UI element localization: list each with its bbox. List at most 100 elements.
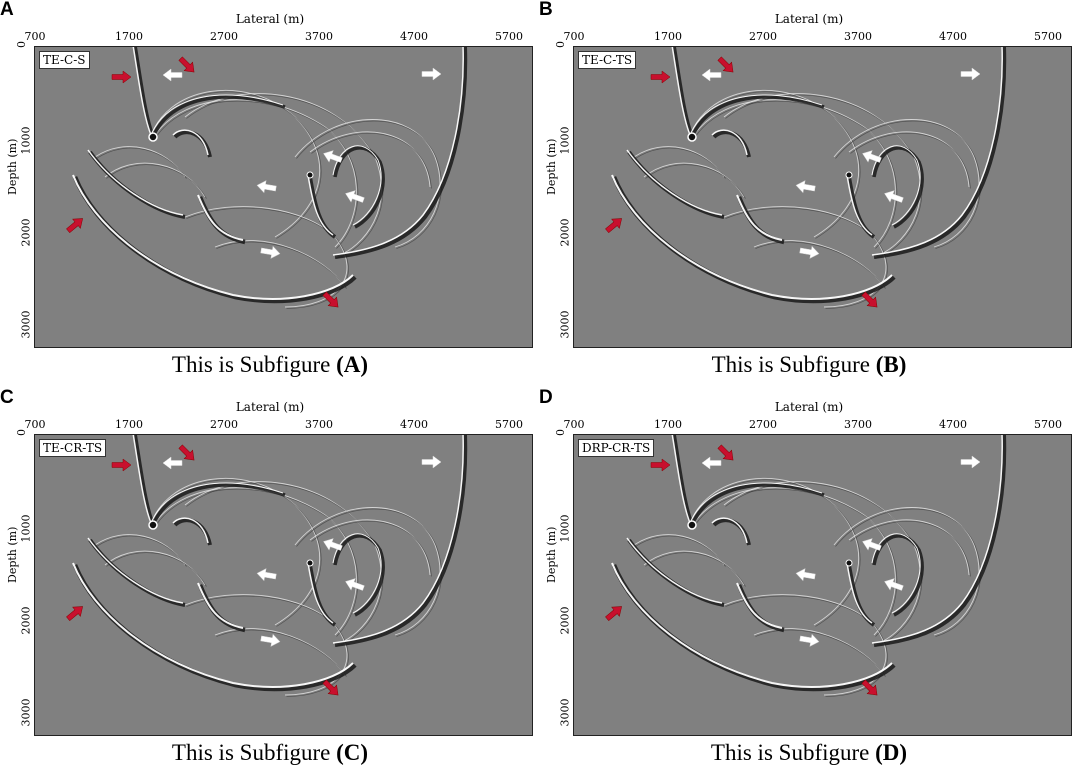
- annotation-arrow-icon: [256, 568, 277, 582]
- panel-b: B Lateral (m) 700 1700 2700 3700 4700 57…: [539, 0, 1079, 388]
- panel-letter: B: [539, 0, 553, 20]
- y-tick: 3000: [19, 310, 33, 339]
- annotation-arrow-icon: [162, 68, 183, 82]
- subfigure-caption: This is Subfigure (B): [711, 352, 907, 377]
- annotation-arrow-icon: [884, 190, 904, 203]
- annotation-arrow-icon: [421, 67, 442, 81]
- panel-letter: C: [0, 387, 14, 408]
- y-tick: 0: [15, 41, 28, 48]
- annotation-arrow-icon: [260, 245, 281, 259]
- x-axis-title: Lateral (m): [235, 12, 305, 26]
- y-tick: 2000: [558, 218, 572, 247]
- x-tick: 2700: [749, 30, 777, 43]
- annotation-arrow-icon: [162, 456, 183, 470]
- x-tick: 2700: [210, 418, 238, 431]
- y-tick: 1000: [19, 126, 33, 155]
- annotation-arrow-icon: [345, 578, 365, 591]
- y-tick: 1000: [558, 126, 572, 155]
- x-tick: 3700: [305, 418, 333, 431]
- annotation-arrow-icon: [884, 578, 904, 591]
- annotation-arrow-icon: [322, 679, 339, 696]
- annotation-arrow-icon: [861, 291, 878, 308]
- x-tick: 700: [24, 30, 46, 43]
- annotation-arrow-icon: [960, 455, 981, 469]
- annotation-arrow-icon: [605, 606, 622, 622]
- annotation-arrow-icon: [799, 633, 820, 647]
- annotation-arrow-icon: [650, 70, 671, 84]
- y-axis-title: Depth (m): [545, 138, 558, 195]
- x-tick: 3700: [844, 418, 872, 431]
- annotation-arrow-icon: [650, 458, 671, 472]
- y-tick: 2000: [19, 606, 33, 635]
- y-axis-title: Depth (m): [6, 138, 19, 195]
- annotation-arrow-icon: [701, 456, 722, 470]
- seismic-image: TE-C-TS: [573, 46, 1072, 348]
- x-tick: 1700: [115, 418, 143, 431]
- x-tick: 3700: [305, 30, 333, 43]
- annotation-arrow-icon: [960, 67, 981, 81]
- x-tick: 5700: [495, 30, 523, 43]
- annotation-arrow-icon: [178, 444, 195, 461]
- annotation-arrow-icon: [256, 180, 277, 194]
- y-tick: 2000: [19, 218, 33, 247]
- annotation-arrow-icon: [701, 68, 722, 82]
- panel-letter: A: [0, 0, 14, 20]
- y-tick: 3000: [19, 698, 33, 727]
- annotation-arrow-icon: [795, 180, 816, 194]
- x-axis-title: Lateral (m): [774, 12, 844, 26]
- panel-letter: D: [539, 387, 553, 408]
- x-tick: 700: [24, 418, 46, 431]
- panel-c: C Lateral (m) 700 1700 2700 3700 4700 57…: [0, 388, 540, 776]
- wavefield-image: [605, 435, 1007, 697]
- method-tag: TE-CR-TS: [39, 439, 107, 457]
- annotation-arrow-icon: [345, 190, 365, 203]
- x-tick: 1700: [654, 418, 682, 431]
- y-tick: 1000: [558, 514, 572, 543]
- x-tick: 2700: [210, 30, 238, 43]
- annotation-arrow-icon: [323, 150, 343, 163]
- y-tick: 3000: [558, 310, 572, 339]
- y-axis-title: Depth (m): [6, 526, 19, 583]
- x-tick: 3700: [844, 30, 872, 43]
- annotation-arrow-icon: [111, 70, 132, 84]
- annotation-arrow-icon: [111, 458, 132, 472]
- annotation-arrow-icon: [861, 679, 878, 696]
- x-tick: 4700: [939, 30, 967, 43]
- panel-a: A Lateral (m) 700 1700 2700 3700 4700 57…: [0, 0, 540, 388]
- subfigure-caption: This is Subfigure (C): [171, 740, 369, 765]
- x-tick: 4700: [939, 418, 967, 431]
- y-tick: 0: [554, 41, 567, 48]
- wavefield-image: [66, 47, 468, 309]
- y-tick: 1000: [19, 514, 33, 543]
- x-tick: 5700: [1034, 30, 1062, 43]
- method-tag: TE-C-TS: [578, 51, 637, 69]
- annotation-arrow-icon: [717, 444, 734, 461]
- x-tick: 2700: [749, 418, 777, 431]
- seismic-image: TE-CR-TS: [34, 434, 533, 736]
- x-ticks: 700 1700 2700 3700 4700 5700: [0, 418, 540, 432]
- y-tick: 0: [15, 429, 28, 436]
- annotation-arrow-icon: [862, 538, 882, 551]
- annotation-arrow-icon: [178, 56, 195, 73]
- x-tick: 700: [563, 30, 585, 43]
- annotation-arrow-icon: [323, 538, 343, 551]
- subfigure-caption: This is Subfigure (A): [171, 352, 369, 377]
- x-ticks: 700 1700 2700 3700 4700 5700: [539, 30, 1079, 44]
- seismic-image: TE-C-S: [34, 46, 533, 348]
- annotation-arrow-icon: [66, 606, 83, 622]
- x-ticks: 700 1700 2700 3700 4700 5700: [0, 30, 540, 44]
- annotation-arrow-icon: [66, 218, 83, 234]
- x-tick: 5700: [495, 418, 523, 431]
- annotation-arrow-icon: [799, 245, 820, 259]
- x-tick: 700: [563, 418, 585, 431]
- panel-d: D Lateral (m) 700 1700 2700 3700 4700 57…: [539, 388, 1079, 776]
- x-axis-title: Lateral (m): [774, 400, 844, 414]
- annotation-arrow-icon: [862, 150, 882, 163]
- annotation-arrow-icon: [717, 56, 734, 73]
- seismic-image: DRP-CR-TS: [573, 434, 1072, 736]
- y-tick: 3000: [558, 698, 572, 727]
- x-tick: 1700: [115, 30, 143, 43]
- method-tag: DRP-CR-TS: [578, 439, 655, 457]
- wavefield-image: [605, 47, 1007, 309]
- wavefield-image: [66, 435, 468, 697]
